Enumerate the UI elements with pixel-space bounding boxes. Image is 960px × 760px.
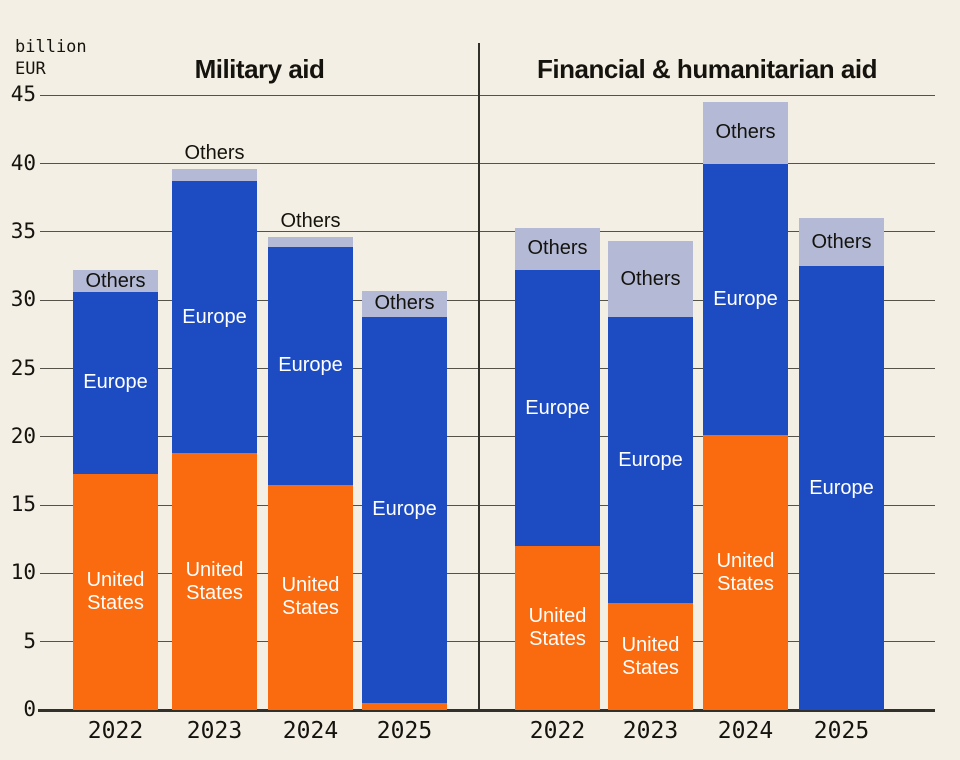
segment-label: Others — [85, 269, 146, 292]
x-category-label: 2022 — [529, 718, 586, 744]
segment-label: United States — [185, 558, 244, 604]
x-category-label: 2023 — [622, 718, 679, 744]
y-tick-label: 0 — [23, 697, 36, 721]
bar-segment-united-states: United States — [268, 484, 353, 710]
gridline — [40, 163, 935, 165]
x-category-label: 2025 — [376, 718, 433, 744]
panel-divider — [478, 43, 480, 710]
bar-segment-united-states — [362, 703, 447, 710]
segment-label: Others — [811, 230, 872, 253]
segment-label-above: Others — [184, 142, 245, 165]
bar-segment-united-states: United States — [703, 435, 788, 710]
gridline — [40, 572, 935, 574]
bar-segment-europe: Europe — [515, 270, 600, 547]
gridline — [40, 368, 935, 369]
bar-segment-europe: Europe — [172, 181, 257, 454]
bar-segment-europe: Europe — [608, 316, 693, 604]
bar-segment-others: Others — [608, 241, 693, 317]
y-tick-label: 40 — [10, 150, 36, 175]
gridline — [40, 299, 935, 301]
bar-segment-others: Others — [515, 227, 600, 271]
gridline — [40, 641, 935, 643]
segment-label: Others — [715, 121, 776, 144]
bar-segment-europe: Europe — [268, 246, 353, 485]
y-tick-label: 10 — [10, 560, 36, 585]
segment-label: Europe — [83, 371, 148, 394]
bar-segment-united-states: United States — [608, 603, 693, 710]
gridline — [40, 94, 935, 96]
segment-label: United States — [281, 574, 340, 620]
y-tick-label: 5 — [23, 628, 36, 653]
segment-label: United States — [621, 633, 680, 679]
x-category-label: 2022 — [87, 718, 144, 744]
segment-label: Europe — [809, 476, 874, 499]
x-category-label: 2024 — [282, 718, 339, 744]
segment-label: Europe — [372, 498, 437, 521]
segment-label: Europe — [713, 288, 778, 310]
bar-segment-europe: Europe — [799, 266, 884, 710]
segment-label: Others — [527, 237, 588, 260]
y-tick-label: 30 — [10, 287, 36, 312]
bar-segment-others — [268, 237, 353, 247]
segment-label: United States — [528, 605, 587, 651]
y-tick-label: 20 — [10, 423, 36, 448]
y-tick-label: 45 — [10, 82, 36, 107]
bar-segment-others: Others — [73, 270, 158, 292]
segment-label: Europe — [278, 354, 343, 377]
bar-segment-europe: Europe — [73, 292, 158, 474]
segment-label-above: Others — [280, 210, 341, 233]
segment-label: Others — [374, 292, 435, 315]
bar-segment-others — [172, 169, 257, 182]
bar-segment-united-states: United States — [515, 546, 600, 710]
gridline — [40, 436, 935, 438]
segment-label: Europe — [525, 396, 590, 419]
panel-title-military-aid: Military aid — [194, 54, 325, 84]
y-tick-label: 25 — [10, 355, 36, 380]
gridline — [40, 231, 935, 233]
segment-label: Europe — [182, 305, 247, 328]
bar-segment-others: Others — [703, 102, 788, 164]
bar-segment-europe: Europe — [362, 316, 447, 704]
panel-title-financial-humanitarian-aid: Financial & humanitarian aid — [537, 54, 877, 84]
y-tick-label: 35 — [10, 218, 36, 243]
bar-segment-others: Others — [362, 290, 447, 317]
x-category-label: 2025 — [813, 718, 870, 744]
segment-label: United States — [86, 568, 145, 614]
x-axis-baseline — [38, 708, 935, 712]
x-category-label: 2023 — [186, 718, 243, 744]
gridline — [40, 504, 935, 506]
bar-segment-others: Others — [799, 218, 884, 267]
x-category-label: 2024 — [717, 718, 774, 744]
segment-label: Others — [620, 267, 681, 290]
bar-segment-united-states: United States — [73, 473, 158, 710]
segment-label: Europe — [618, 448, 683, 471]
y-axis-unit-label: billion EUR — [15, 37, 87, 80]
y-tick-label: 15 — [10, 492, 36, 517]
bar-segment-europe: Europe — [703, 163, 788, 436]
bar-segment-united-states: United States — [172, 453, 257, 710]
segment-label: United States — [716, 549, 775, 595]
